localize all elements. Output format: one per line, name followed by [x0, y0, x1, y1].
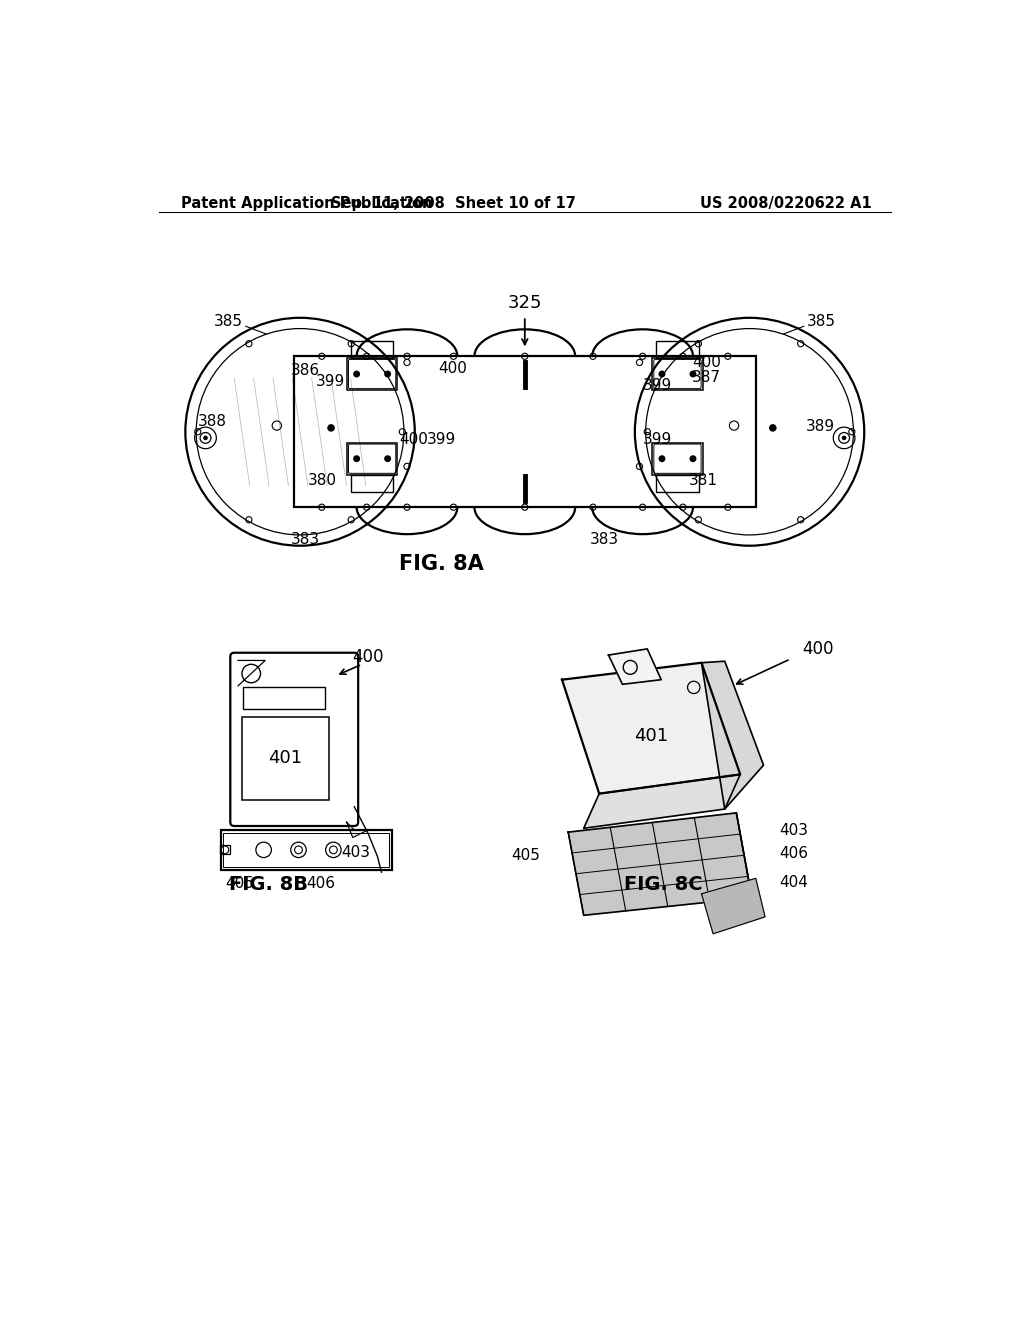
- Text: FIG. 8A: FIG. 8A: [398, 554, 483, 574]
- Text: 325: 325: [508, 294, 542, 312]
- Polygon shape: [584, 775, 740, 829]
- Circle shape: [658, 371, 666, 378]
- Polygon shape: [701, 878, 765, 933]
- Text: 381: 381: [689, 473, 718, 488]
- Bar: [351, 341, 393, 358]
- Text: 399: 399: [315, 374, 345, 389]
- Bar: [221, 830, 391, 870]
- Text: 400: 400: [352, 648, 384, 667]
- Circle shape: [689, 371, 696, 378]
- Text: 401: 401: [268, 750, 302, 767]
- Circle shape: [353, 371, 360, 378]
- Text: 403: 403: [779, 824, 808, 838]
- Text: 400: 400: [802, 640, 834, 657]
- Text: US 2008/0220622 A1: US 2008/0220622 A1: [700, 195, 872, 211]
- Text: 405: 405: [511, 847, 541, 863]
- Bar: [656, 475, 698, 492]
- Text: 385: 385: [214, 314, 243, 329]
- Polygon shape: [562, 663, 740, 793]
- Bar: [294, 356, 756, 507]
- Bar: [220, 845, 229, 854]
- Bar: [656, 341, 698, 358]
- Polygon shape: [346, 822, 369, 838]
- Text: Sep. 11, 2008  Sheet 10 of 17: Sep. 11, 2008 Sheet 10 of 17: [331, 195, 575, 211]
- Bar: [347, 358, 397, 391]
- Text: 404: 404: [779, 875, 808, 890]
- Circle shape: [384, 455, 391, 462]
- Text: 406: 406: [779, 846, 808, 861]
- Circle shape: [384, 371, 391, 378]
- Bar: [244, 688, 325, 709]
- Bar: [347, 442, 397, 475]
- Bar: [242, 717, 329, 800]
- Text: 400: 400: [399, 432, 428, 447]
- Polygon shape: [701, 661, 764, 809]
- Text: 400: 400: [438, 362, 467, 376]
- Text: FIG. 8C: FIG. 8C: [624, 875, 702, 894]
- Bar: [351, 475, 393, 492]
- Circle shape: [353, 455, 360, 462]
- Text: 400: 400: [692, 355, 721, 370]
- Text: 405: 405: [225, 876, 254, 891]
- Text: 402: 402: [269, 690, 299, 706]
- Circle shape: [770, 425, 776, 432]
- Text: 401: 401: [634, 727, 669, 744]
- Bar: [223, 833, 389, 867]
- Text: 380: 380: [308, 473, 337, 488]
- Circle shape: [658, 455, 666, 462]
- Text: FIG. 8B: FIG. 8B: [228, 875, 308, 894]
- Text: 399: 399: [643, 432, 672, 447]
- Text: 399: 399: [643, 378, 672, 393]
- Polygon shape: [568, 813, 752, 915]
- Circle shape: [203, 436, 208, 441]
- Circle shape: [328, 425, 334, 432]
- Text: 386: 386: [291, 363, 321, 378]
- Text: 403: 403: [341, 845, 370, 861]
- Text: Patent Application Publication: Patent Application Publication: [180, 195, 432, 211]
- Text: 383: 383: [291, 532, 319, 546]
- Text: 389: 389: [805, 418, 835, 434]
- Polygon shape: [608, 649, 662, 684]
- Text: 399: 399: [427, 432, 457, 447]
- Text: 406: 406: [306, 876, 335, 891]
- Circle shape: [689, 455, 696, 462]
- Circle shape: [842, 436, 847, 441]
- Bar: [652, 358, 702, 391]
- Bar: [652, 442, 702, 475]
- Text: 383: 383: [590, 532, 620, 546]
- Text: 387: 387: [692, 371, 721, 385]
- Text: 385: 385: [807, 314, 836, 329]
- Text: 388: 388: [198, 414, 226, 429]
